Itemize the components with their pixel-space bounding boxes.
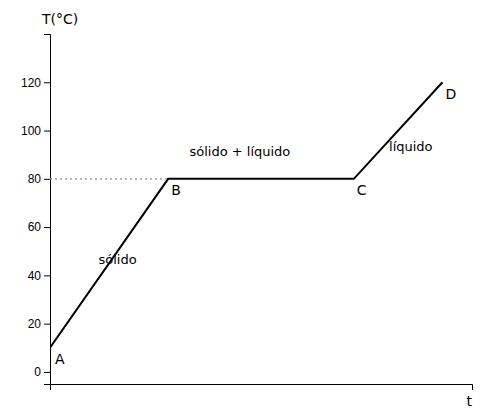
y-tick-label: 20 <box>28 317 42 331</box>
y-tick: 20 <box>28 317 50 331</box>
region-label: líquido <box>389 139 433 154</box>
series-line <box>50 178 168 179</box>
y-tick-label: 60 <box>28 220 42 234</box>
y-tick: 0 <box>34 365 50 379</box>
annotations: A B C Dsólido sólido + líquido líquido <box>55 86 456 368</box>
y-tick-mark <box>44 82 50 83</box>
y-tick-label: 100 <box>21 124 41 138</box>
point-label: B <box>171 182 181 198</box>
y-tick-mark <box>44 324 50 325</box>
y-tick-mark <box>44 179 50 180</box>
region-label: sólido + líquido <box>189 144 290 159</box>
plot: 0 20 40 60 80 100 120 A B C Dsólido sólido + líquid… <box>21 35 473 391</box>
y-tick-label: 80 <box>28 172 42 186</box>
y-tick-mark <box>44 227 50 228</box>
y-tick: 100 <box>21 124 50 138</box>
y-tick-label: 120 <box>21 76 41 90</box>
y-tick-label: 40 <box>28 269 42 283</box>
series-line <box>50 82 442 348</box>
y-tick: 40 <box>28 269 50 283</box>
point-label: C <box>357 182 367 198</box>
x-axis-line <box>51 385 473 391</box>
lines <box>50 82 442 348</box>
region-label: sólido <box>98 252 136 267</box>
y-tick: 80 <box>28 172 50 186</box>
x-axis-title: t <box>467 393 473 409</box>
y-axis-line <box>44 35 51 385</box>
x-axis <box>51 385 473 391</box>
point-label: A <box>55 351 65 367</box>
y-tick: 120 <box>21 76 50 90</box>
y-tick-mark <box>44 131 50 132</box>
y-tick-mark <box>44 275 50 276</box>
y-tick: 60 <box>28 220 50 234</box>
y-tick-label: 0 <box>34 365 41 379</box>
y-tick-mark <box>44 372 50 373</box>
y-axis: 0 20 40 60 80 100 120 <box>21 35 51 385</box>
chart: 0 20 40 60 80 100 120 A B C Dsólido sólido + líquid… <box>0 0 494 418</box>
y-axis-title: T(°C) <box>41 11 78 27</box>
point-label: D <box>445 86 456 102</box>
